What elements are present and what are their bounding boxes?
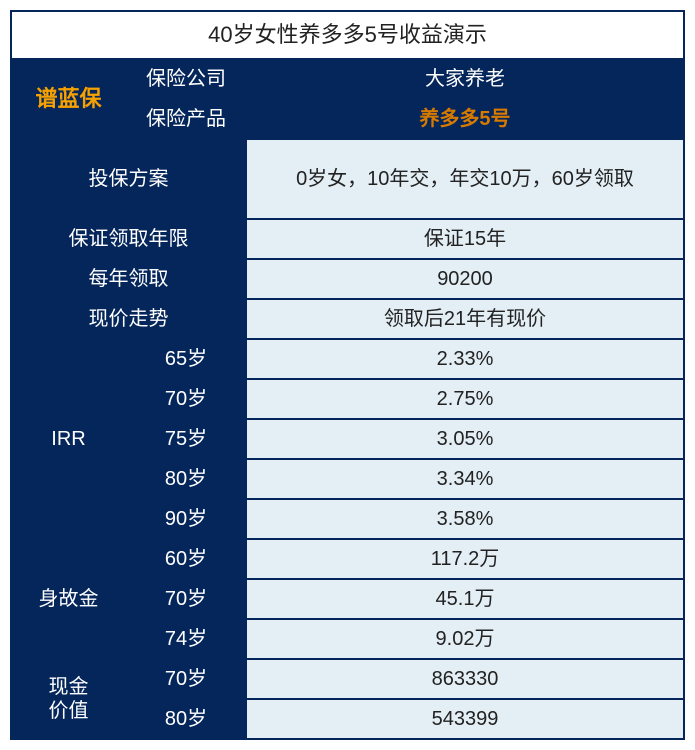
irr-age: 70岁 xyxy=(126,379,246,419)
irr-value: 2.75% xyxy=(246,379,684,419)
irr-row: 90岁 3.58% xyxy=(126,499,684,539)
irr-row: 65岁 2.33% xyxy=(126,339,684,379)
irr-label: IRR xyxy=(11,339,126,539)
row-label: 保证领取年限 xyxy=(11,219,246,259)
cash-value-label-line1: 现金 xyxy=(49,675,89,699)
plan-value: 0岁女，10年交，年交10万，60岁领取 xyxy=(246,139,684,219)
db-value: 9.02万 xyxy=(246,619,684,659)
company-label: 保险公司 xyxy=(126,59,246,99)
db-age: 70岁 xyxy=(126,579,246,619)
row-value: 领取后21年有现价 xyxy=(246,299,684,339)
product-value: 养多多5号 xyxy=(246,99,684,139)
cash-value-label-line2: 价值 xyxy=(49,699,89,723)
irr-row: 75岁 3.05% xyxy=(126,419,684,459)
plan-row: 投保方案 0岁女，10年交，年交10万，60岁领取 xyxy=(11,139,684,219)
death-benefit-row: 74岁 9.02万 xyxy=(126,619,684,659)
product-label: 保险产品 xyxy=(126,99,246,139)
header-block: 谱蓝保 保险公司 大家养老 保险产品 养多多5号 xyxy=(11,59,684,139)
row-label: 现价走势 xyxy=(11,299,246,339)
table-row: 保证领取年限 保证15年 xyxy=(11,219,684,259)
table-row: 现价走势 领取后21年有现价 xyxy=(11,299,684,339)
irr-age: 90岁 xyxy=(126,499,246,539)
death-benefit-label: 身故金 xyxy=(11,539,126,659)
db-age: 74岁 xyxy=(126,619,246,659)
cash-value-label: 现金 价值 xyxy=(11,659,126,739)
row-label: 每年领取 xyxy=(11,259,246,299)
cv-value: 543399 xyxy=(246,699,684,739)
cv-age: 70岁 xyxy=(126,659,246,699)
title-row: 40岁女性养多多5号收益演示 xyxy=(11,11,684,59)
death-benefit-row: 70岁 45.1万 xyxy=(126,579,684,619)
death-benefit-block: 身故金 60岁 117.2万 70岁 45.1万 74岁 9.02万 xyxy=(11,539,684,659)
plan-label: 投保方案 xyxy=(11,139,246,219)
insurance-table: 40岁女性养多多5号收益演示 谱蓝保 保险公司 大家养老 保险产品 养多多5号 … xyxy=(10,10,685,740)
cash-value-block: 现金 价值 70岁 863330 80岁 543399 xyxy=(11,659,684,739)
death-benefit-row: 60岁 117.2万 xyxy=(126,539,684,579)
company-value: 大家养老 xyxy=(246,59,684,99)
irr-block: IRR 65岁 2.33% 70岁 2.75% 75岁 3.05% 80岁 3.… xyxy=(11,339,684,539)
row-value: 保证15年 xyxy=(246,219,684,259)
brand-cell: 谱蓝保 xyxy=(11,59,126,139)
irr-row: 70岁 2.75% xyxy=(126,379,684,419)
irr-value: 3.34% xyxy=(246,459,684,499)
db-age: 60岁 xyxy=(126,539,246,579)
irr-value: 2.33% xyxy=(246,339,684,379)
cv-age: 80岁 xyxy=(126,699,246,739)
irr-age: 65岁 xyxy=(126,339,246,379)
irr-age: 75岁 xyxy=(126,419,246,459)
irr-row: 80岁 3.34% xyxy=(126,459,684,499)
cv-value: 863330 xyxy=(246,659,684,699)
row-value: 90200 xyxy=(246,259,684,299)
table-row: 每年领取 90200 xyxy=(11,259,684,299)
irr-age: 80岁 xyxy=(126,459,246,499)
cash-value-row: 70岁 863330 xyxy=(126,659,684,699)
db-value: 117.2万 xyxy=(246,539,684,579)
irr-value: 3.05% xyxy=(246,419,684,459)
irr-value: 3.58% xyxy=(246,499,684,539)
cash-value-row: 80岁 543399 xyxy=(126,699,684,739)
db-value: 45.1万 xyxy=(246,579,684,619)
table-title: 40岁女性养多多5号收益演示 xyxy=(11,11,684,59)
